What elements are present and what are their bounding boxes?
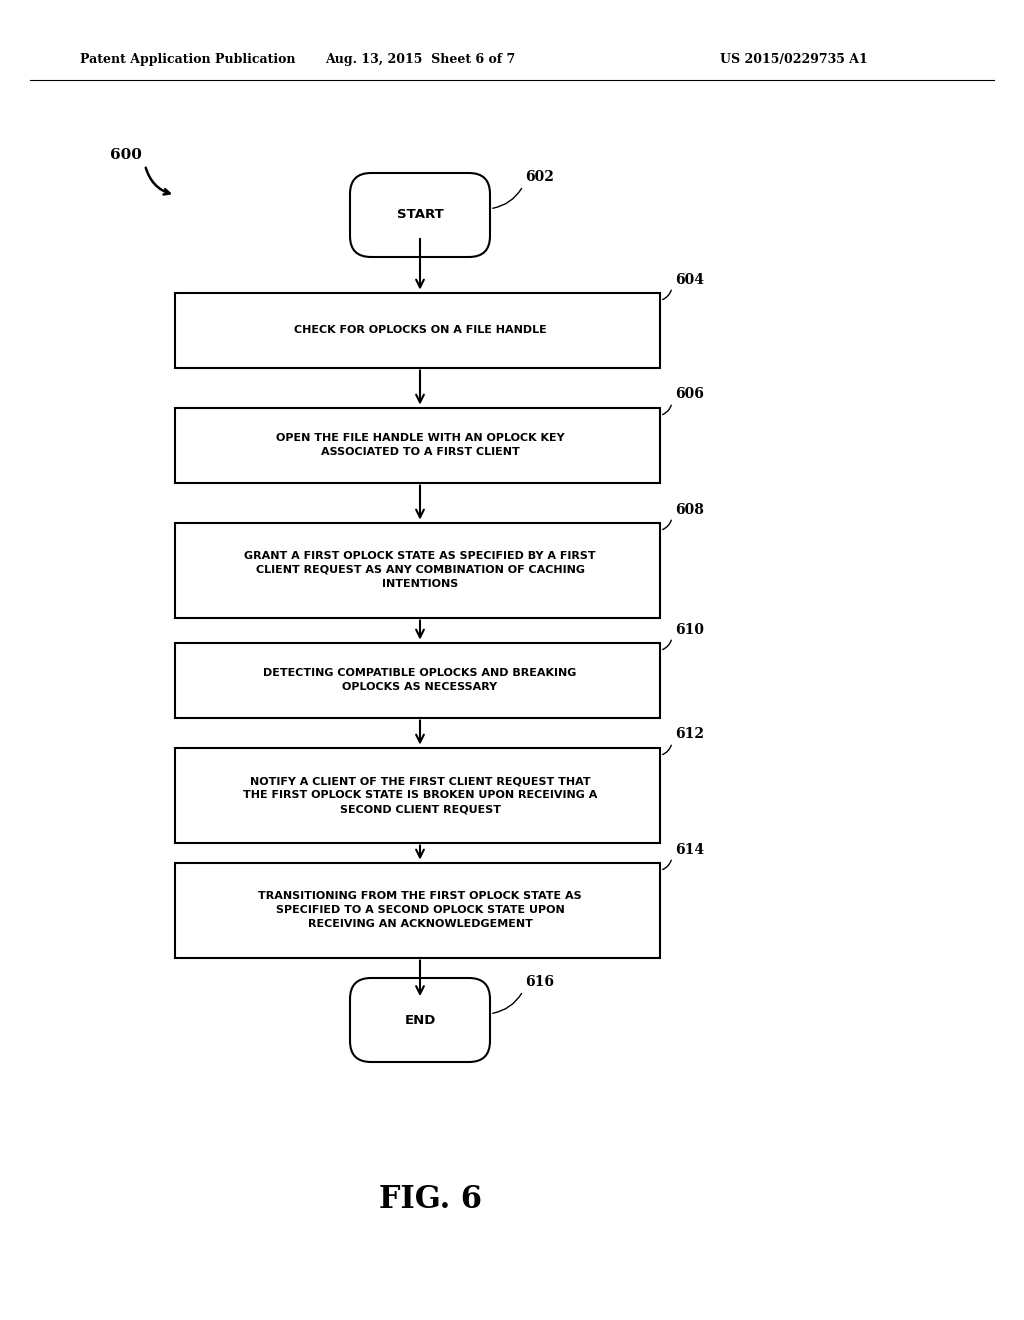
- Text: TRANSITIONING FROM THE FIRST OPLOCK STATE AS
SPECIFIED TO A SECOND OPLOCK STATE : TRANSITIONING FROM THE FIRST OPLOCK STAT…: [258, 891, 582, 929]
- Bar: [175, 408, 660, 483]
- Text: 600: 600: [110, 148, 142, 162]
- FancyBboxPatch shape: [350, 173, 490, 257]
- Text: 608: 608: [675, 503, 703, 516]
- Text: 610: 610: [675, 623, 705, 636]
- Text: DETECTING COMPATIBLE OPLOCKS AND BREAKING
OPLOCKS AS NECESSARY: DETECTING COMPATIBLE OPLOCKS AND BREAKIN…: [263, 668, 577, 692]
- Bar: [175, 293, 660, 367]
- Text: 614: 614: [675, 842, 705, 857]
- Text: US 2015/0229735 A1: US 2015/0229735 A1: [720, 54, 867, 66]
- Text: END: END: [404, 1014, 435, 1027]
- Text: GRANT A FIRST OPLOCK STATE AS SPECIFIED BY A FIRST
CLIENT REQUEST AS ANY COMBINA: GRANT A FIRST OPLOCK STATE AS SPECIFIED …: [244, 550, 596, 589]
- Text: 606: 606: [675, 388, 703, 401]
- Bar: [175, 643, 660, 718]
- Bar: [175, 862, 660, 957]
- Text: FIG. 6: FIG. 6: [379, 1184, 481, 1216]
- Bar: [175, 523, 660, 618]
- Text: 616: 616: [525, 975, 554, 989]
- Text: START: START: [396, 209, 443, 222]
- Text: 612: 612: [675, 727, 705, 742]
- Text: Aug. 13, 2015  Sheet 6 of 7: Aug. 13, 2015 Sheet 6 of 7: [325, 54, 515, 66]
- Text: Patent Application Publication: Patent Application Publication: [80, 54, 296, 66]
- Text: NOTIFY A CLIENT OF THE FIRST CLIENT REQUEST THAT
THE FIRST OPLOCK STATE IS BROKE: NOTIFY A CLIENT OF THE FIRST CLIENT REQU…: [243, 776, 597, 814]
- Text: 602: 602: [525, 170, 554, 183]
- Text: CHECK FOR OPLOCKS ON A FILE HANDLE: CHECK FOR OPLOCKS ON A FILE HANDLE: [294, 325, 547, 335]
- Bar: [175, 747, 660, 842]
- Text: 604: 604: [675, 272, 705, 286]
- Text: OPEN THE FILE HANDLE WITH AN OPLOCK KEY
ASSOCIATED TO A FIRST CLIENT: OPEN THE FILE HANDLE WITH AN OPLOCK KEY …: [275, 433, 564, 457]
- FancyBboxPatch shape: [350, 978, 490, 1063]
